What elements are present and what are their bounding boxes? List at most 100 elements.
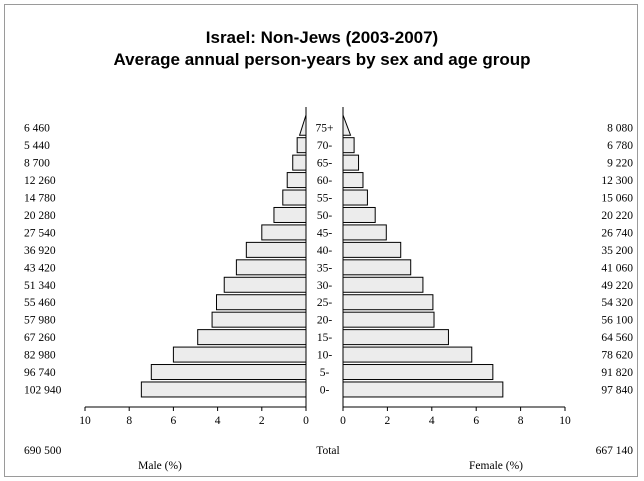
male-count-70: 5 440 [24,140,50,152]
female-bar-0 [342,381,504,398]
female-axis-label: Female (%) [469,460,523,472]
male-count-40: 36 920 [24,245,56,257]
age-label-45: 45- [317,227,333,239]
age-label-5: 5- [320,367,330,379]
male-axis-label: Male (%) [138,460,182,472]
female-tick-label-2: 2 [385,415,391,427]
female-tick-label-10: 10 [559,415,571,427]
male-tick-label-10: 10 [79,415,91,427]
female-bar-60 [342,172,364,189]
male-count-65: 8 700 [24,158,50,170]
male-bar-35 [235,259,307,276]
female-count-55: 15 060 [601,193,633,205]
female-bar-20 [342,311,435,328]
age-labels: 0- 5- 10- 15- 20- 25- 30- 35- 40- 45- 50- 55- 60- 65-… [316,123,334,397]
age-label-30: 30- [317,280,333,292]
male-bar-60 [286,172,307,189]
male-tick-label-4: 4 [215,415,221,427]
male-count-35: 43 420 [24,262,56,274]
female-count-10: 78 620 [601,350,633,362]
male-tick-label-8: 8 [126,415,132,427]
female-count-20: 56 100 [601,315,633,327]
male-counts: 102 940 96 740 82 980 67 260 57 980 55 460 51 … [24,123,62,397]
female-bar-45 [342,224,387,241]
male-bar-0 [140,381,307,398]
female-counts: 97 840 91 820 78 620 64 560 56 100 54 320 49 2… [601,123,633,397]
age-label-50: 50- [317,210,333,222]
male-bar-45 [261,224,307,241]
female-bar-70 [342,137,355,154]
female-bar-40 [342,241,402,258]
female-count-30: 49 220 [601,280,633,292]
age-label-75plus: 75+ [316,123,334,135]
female-bar-5 [342,364,494,381]
male-count-20: 57 980 [24,315,56,327]
total-label: Total [316,445,339,457]
female-count-35: 41 060 [601,262,633,274]
male-count-0: 102 940 [24,384,62,396]
female-count-25: 54 320 [601,297,633,309]
male-bar-75plus [298,114,307,136]
male-bar-20 [211,311,307,328]
female-bar-10 [342,346,473,363]
chart-subtitle: Average annual person-years by sex and a… [114,50,531,69]
female-count-60: 12 300 [601,175,633,187]
male-bar-30 [223,276,307,293]
male-count-75plus: 6 460 [24,123,50,135]
female-tick-label-8: 8 [518,415,524,427]
age-label-0: 0- [320,384,330,396]
male-bar-40 [245,241,307,258]
male-count-10: 82 980 [24,350,56,362]
female-tick-label-0: 0 [340,415,346,427]
male-bar-25 [215,294,307,311]
male-tick-label-2: 2 [259,415,265,427]
age-label-20: 20- [317,315,333,327]
female-count-15: 64 560 [601,332,633,344]
female-bar-15 [342,329,449,346]
female-bar-55 [342,189,368,206]
axes: 10 10 8 8 6 6 4 4 2 2 0 0 [79,107,571,427]
male-count-55: 14 780 [24,193,56,205]
male-count-60: 12 260 [24,175,56,187]
age-label-25: 25- [317,297,333,309]
female-count-70: 6 780 [607,140,633,152]
female-tick-label-4: 4 [429,415,435,427]
age-label-60: 60- [317,175,333,187]
male-bar-50 [273,206,307,223]
female-count-5: 91 820 [601,367,633,379]
age-label-40: 40- [317,245,333,257]
male-bar-70 [296,137,307,154]
male-count-45: 27 540 [24,227,56,239]
female-bars [342,114,504,398]
male-bar-15 [197,329,307,346]
female-bar-65 [342,154,360,171]
female-total: 667 140 [596,445,634,457]
male-tick-label-0: 0 [303,415,309,427]
male-bar-65 [292,154,307,171]
age-label-70: 70- [317,140,333,152]
age-label-65: 65- [317,158,333,170]
male-count-5: 96 740 [24,367,56,379]
female-count-75plus: 8 080 [607,123,633,135]
male-count-50: 20 280 [24,210,56,222]
female-count-45: 26 740 [601,227,633,239]
female-bar-30 [342,276,424,293]
female-bar-25 [342,294,434,311]
age-label-55: 55- [317,193,333,205]
female-bar-75plus [342,114,352,136]
chart-title: Israel: Non-Jews (2003-2007) [206,28,438,47]
female-count-0: 97 840 [601,384,633,396]
female-bar-50 [342,206,376,223]
age-label-35: 35- [317,262,333,274]
male-bar-10 [172,346,307,363]
male-bar-5 [150,364,307,381]
age-label-10: 10- [317,350,333,362]
male-count-30: 51 340 [24,280,56,292]
male-count-15: 67 260 [24,332,56,344]
female-tick-label-6: 6 [473,415,479,427]
male-count-25: 55 460 [24,297,56,309]
male-bar-55 [282,189,307,206]
male-total: 690 500 [24,445,62,457]
female-bar-35 [342,259,412,276]
